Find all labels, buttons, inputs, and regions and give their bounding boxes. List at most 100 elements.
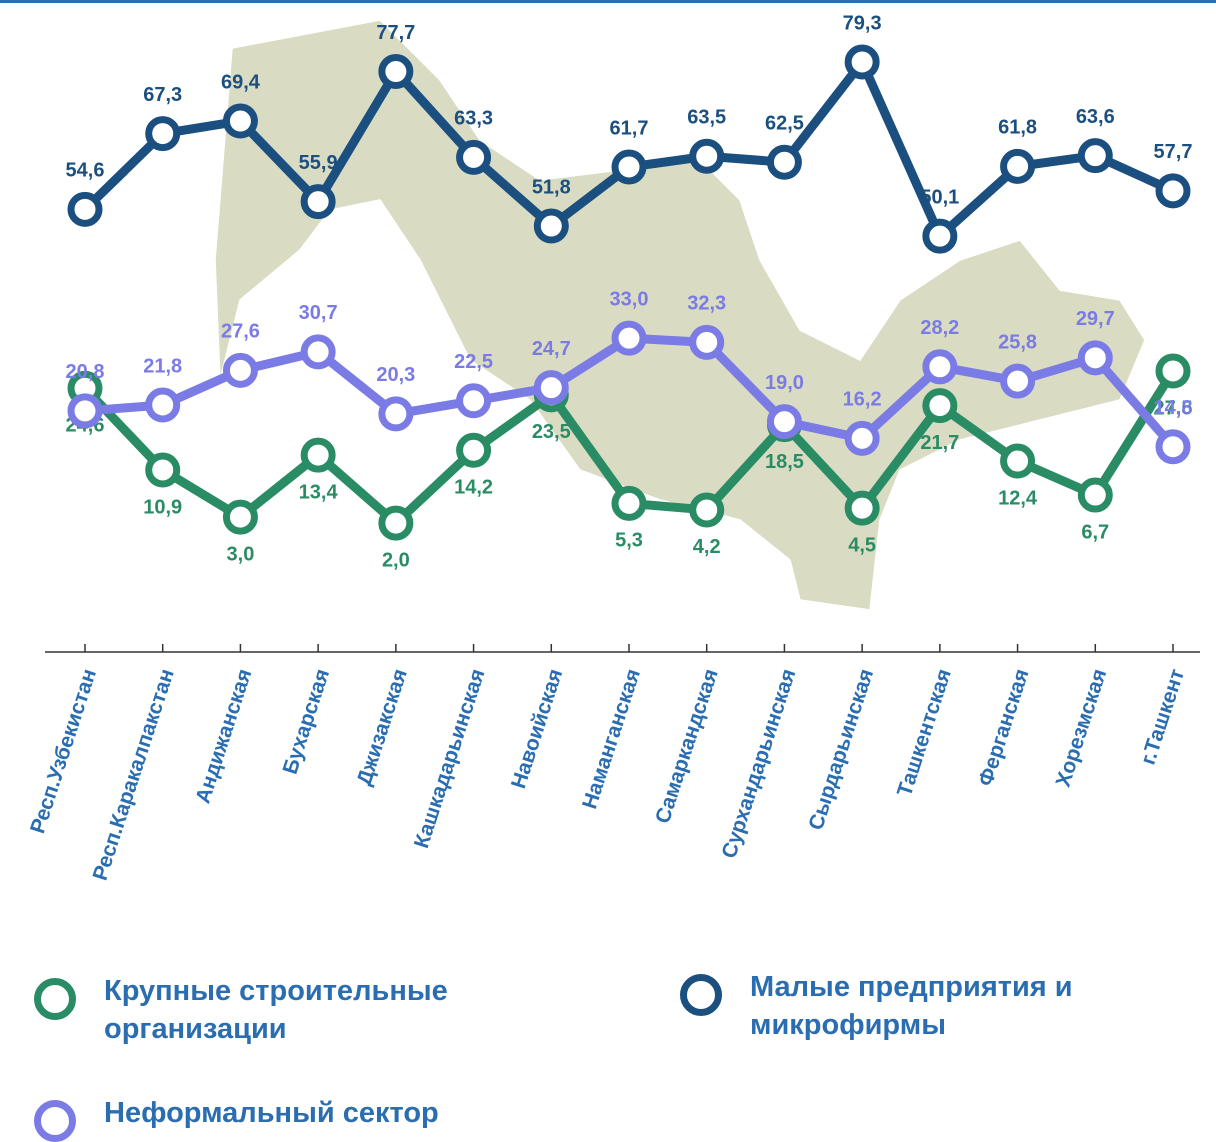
point xyxy=(922,218,958,254)
data-label: 19,0 xyxy=(765,372,804,394)
x-tick-label: г.Ташкент xyxy=(1137,666,1190,767)
data-label: 3,0 xyxy=(227,543,255,565)
x-tick-label: Бухарская xyxy=(279,666,335,777)
point xyxy=(533,208,569,244)
data-label: 21,7 xyxy=(920,432,959,454)
data-label: 61,7 xyxy=(610,117,649,139)
data-label: 4,5 xyxy=(848,534,876,556)
data-label: 63,6 xyxy=(1076,106,1115,128)
data-label: 69,4 xyxy=(221,71,261,93)
data-label: 30,7 xyxy=(299,302,338,324)
point xyxy=(611,320,647,356)
point xyxy=(689,138,725,174)
point xyxy=(1155,173,1191,209)
data-label: 77,7 xyxy=(376,22,415,44)
point xyxy=(67,393,103,429)
legend-item: Малые предприятия и микрофирмы xyxy=(680,968,1150,1044)
point xyxy=(378,54,414,90)
legend-marker xyxy=(34,1100,76,1142)
point xyxy=(611,149,647,185)
legend-item: Неформальный сектор xyxy=(34,1094,604,1142)
point xyxy=(378,396,414,432)
x-tick-label: Ферганская xyxy=(974,666,1033,789)
point xyxy=(300,334,336,370)
data-label: 67,3 xyxy=(143,84,182,106)
legend-marker xyxy=(680,974,722,1016)
top-rule xyxy=(0,0,1216,3)
data-label: 12,4 xyxy=(998,487,1038,509)
data-label: 18,5 xyxy=(765,451,804,473)
point xyxy=(844,490,880,526)
legend-label: Малые предприятия и микрофирмы xyxy=(750,971,1073,1041)
point xyxy=(1077,138,1113,174)
data-label: 4,2 xyxy=(693,536,721,558)
x-tick-label: Респ.Каракалпакстан xyxy=(89,666,179,883)
data-label: 22,5 xyxy=(454,351,493,373)
data-label: 14,8 xyxy=(1154,397,1193,419)
point xyxy=(844,420,880,456)
data-label: 63,3 xyxy=(454,108,493,130)
series: 54,6 67,3 69,4 55,9 77,7 63,3 51,8 61,7 63,5 62,5… xyxy=(66,12,1193,254)
data-label: 25,8 xyxy=(998,331,1037,353)
x-tick-label: Самаркандская xyxy=(651,666,723,826)
x-tick-label: Хорезмская xyxy=(1052,666,1112,789)
point xyxy=(300,437,336,473)
x-tick-label: Андижанская xyxy=(191,666,256,806)
x-tick-label: Сурхандарьинская xyxy=(718,666,801,861)
point xyxy=(222,499,258,535)
data-label: 16,2 xyxy=(843,389,882,411)
data-label: 24,7 xyxy=(532,338,571,360)
point xyxy=(145,387,181,423)
point xyxy=(611,485,647,521)
data-label: 61,8 xyxy=(998,117,1037,139)
data-label: 2,0 xyxy=(382,549,410,571)
point xyxy=(766,144,802,180)
legend-label: Крупные строительные организации xyxy=(104,975,448,1045)
data-label: 79,3 xyxy=(843,12,882,34)
data-label: 54,6 xyxy=(66,160,105,182)
point xyxy=(1077,340,1113,376)
data-label: 23,5 xyxy=(532,421,571,443)
data-label: 50,1 xyxy=(920,186,959,208)
point xyxy=(222,352,258,388)
data-label: 10,9 xyxy=(143,496,182,518)
point xyxy=(1000,148,1036,184)
x-tick-label: Сырдарьинская xyxy=(804,666,878,833)
data-label: 5,3 xyxy=(615,530,643,552)
data-label: 6,7 xyxy=(1081,521,1109,543)
point xyxy=(456,139,492,175)
point xyxy=(67,191,103,227)
point xyxy=(1077,477,1113,513)
series: 20,8 21,8 27,6 30,7 20,3 22,5 24,7 33,0 32,3 19,0… xyxy=(66,288,1193,465)
point xyxy=(145,116,181,152)
data-label: 27,5 xyxy=(1154,397,1193,419)
point xyxy=(689,324,725,360)
background-map xyxy=(214,19,1146,611)
x-tick-label: Навоийская xyxy=(507,666,567,791)
data-label: 13,4 xyxy=(299,481,339,503)
data-label: 32,3 xyxy=(687,293,726,315)
legend-marker xyxy=(34,978,76,1020)
x-tick-label: Ташкентская xyxy=(893,666,956,799)
data-label: 29,7 xyxy=(1076,308,1115,330)
data-label: 51,8 xyxy=(532,176,571,198)
point xyxy=(766,404,802,440)
data-label: 20,8 xyxy=(66,361,105,383)
x-tick-label: Кашкадарьинская xyxy=(410,666,490,851)
x-tick-label: Респ.Узбекистан xyxy=(26,666,101,836)
point xyxy=(922,349,958,385)
point xyxy=(689,492,725,528)
data-label: 57,7 xyxy=(1154,141,1193,163)
point xyxy=(222,103,258,139)
point xyxy=(1000,363,1036,399)
data-label: 55,9 xyxy=(299,152,338,174)
data-label: 28,2 xyxy=(920,317,959,339)
point xyxy=(922,388,958,424)
point xyxy=(300,184,336,220)
point xyxy=(1000,443,1036,479)
data-label: 14,2 xyxy=(454,477,493,499)
data-label: 20,3 xyxy=(376,364,415,386)
point xyxy=(844,44,880,80)
